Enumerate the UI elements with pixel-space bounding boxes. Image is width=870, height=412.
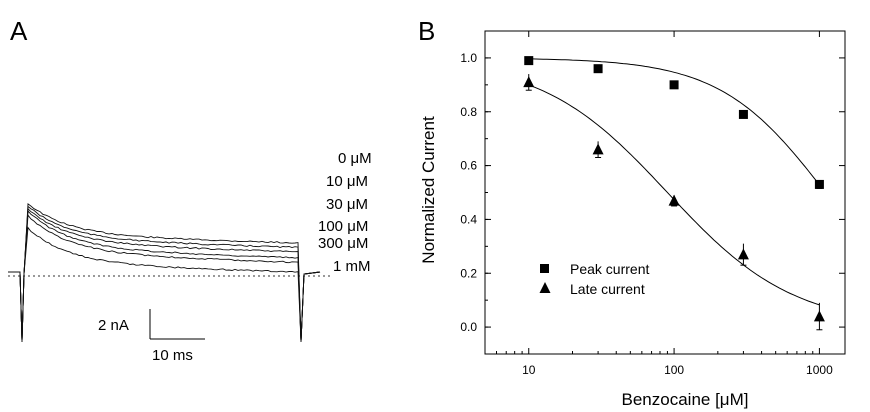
plot-frame xyxy=(485,31,845,354)
scale-bar: 2 nA 10 ms xyxy=(98,309,205,364)
concentration-label-1mm: 1 mM xyxy=(333,258,371,275)
concentration-label-10um: 10 μM xyxy=(326,173,368,190)
legend-late-label: Late current xyxy=(570,281,645,297)
scale-bar-time-label: 10 ms xyxy=(152,347,193,364)
legend-peak-label: Peak current xyxy=(570,261,649,277)
current-traces xyxy=(8,204,320,342)
panel-b-dose-response: B 0.0 0.2 0.4 0.6 0.8 1.0 10 100 1000 Benzocaine… xyxy=(418,16,845,409)
concentration-label-300um: 300 μM xyxy=(318,235,368,252)
y-tick-label: 0.6 xyxy=(460,159,477,173)
x-axis-label: Benzocaine [μM] xyxy=(622,390,749,409)
trace-300um xyxy=(8,215,320,342)
scale-bar-current-label: 2 nA xyxy=(98,317,129,334)
data-point-late xyxy=(814,310,825,321)
x-tick-label: 10 xyxy=(522,363,536,377)
y-tick-label: 1.0 xyxy=(460,51,477,65)
data-point-peak xyxy=(739,110,748,119)
data-point-late xyxy=(738,248,749,259)
trace-0um xyxy=(8,204,320,342)
trace-1mm xyxy=(8,228,320,342)
trace-30um xyxy=(8,209,320,342)
fit-curve-peakcurrent xyxy=(529,59,820,185)
x-tick-label: 100 xyxy=(664,363,684,377)
data-point-peak xyxy=(815,180,824,189)
y-tick-label: 0.0 xyxy=(460,320,477,334)
concentration-label-100um: 100 μM xyxy=(318,218,368,235)
y-tick-label: 0.4 xyxy=(460,212,477,226)
y-axis-label: Normalized Current xyxy=(419,116,438,264)
y-tick-label: 0.8 xyxy=(460,105,477,119)
concentration-label-0um: 0 μM xyxy=(338,150,372,167)
y-tick-label: 0.2 xyxy=(460,266,477,280)
axes: 0.0 0.2 0.4 0.6 0.8 1.0 10 100 1000 xyxy=(460,31,845,377)
panel-a-letter: A xyxy=(10,16,28,46)
concentration-labels: 0 μM 10 μM 30 μM 100 μM 300 μM 1 mM xyxy=(318,150,372,275)
data-point-peak xyxy=(670,80,679,89)
panel-b-letter: B xyxy=(418,16,435,46)
data-point-late xyxy=(593,143,604,154)
legend-late-marker xyxy=(540,282,551,293)
panel-a-traces: A 0 μM 10 μM 30 μM 100 μM 300 μM 1 mM 2 … xyxy=(8,16,372,364)
data-point-peak xyxy=(524,56,533,65)
data-point-late xyxy=(523,76,534,87)
data-point-peak xyxy=(594,64,603,73)
legend: Peak current Late current xyxy=(540,261,650,297)
concentration-label-30um: 30 μM xyxy=(326,196,368,213)
legend-peak-marker xyxy=(540,264,549,273)
x-tick-label: 1000 xyxy=(806,363,833,377)
